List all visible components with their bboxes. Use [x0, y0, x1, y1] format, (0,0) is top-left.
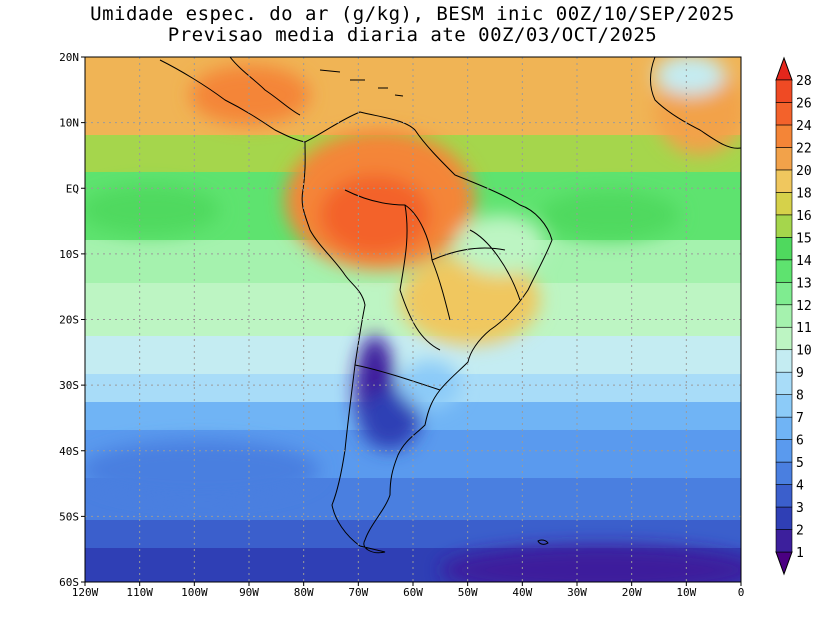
colorbar-label: 10 [796, 344, 812, 359]
colorbar-segment [775, 147, 793, 171]
lat-tick-label: 20S [59, 314, 79, 327]
colorbar-label: 18 [796, 186, 812, 201]
colorbar-segment [775, 529, 793, 553]
colorbar-segment [775, 281, 793, 306]
lon-tick-label: 90W [239, 586, 259, 599]
lon-tick-label: 40W [512, 586, 532, 599]
colorbar-segment [775, 416, 793, 440]
lat-tick-label: 60S [59, 576, 79, 589]
lon-tick-label: 50W [458, 586, 478, 599]
lat-tick-label: 10S [59, 248, 79, 261]
map-title-line1: Umidade espec. do ar (g/kg), BESM inic 0… [90, 3, 735, 25]
lon-tick-label: 0 [738, 586, 745, 599]
colorbar-segment [775, 439, 793, 463]
graticule [85, 57, 741, 582]
colorbar-label: 2 [796, 524, 804, 539]
lat-tick-label: 30S [59, 379, 79, 392]
colorbar-segment [775, 214, 793, 238]
lon-tick-label: 20W [622, 586, 642, 599]
lon-tick-label: 110W [126, 586, 153, 599]
colorbar-label: 28 [796, 74, 812, 89]
colorbar-segment [775, 371, 793, 395]
colorbar-label: 22 [796, 141, 812, 156]
colorbar-label: 16 [796, 209, 812, 224]
colorbar-segment [775, 237, 793, 261]
colorbar-label: 20 [796, 164, 812, 179]
colorbar-label: 13 [796, 276, 812, 291]
colorbar-label: 11 [796, 321, 812, 336]
lon-tick-label: 100W [181, 586, 208, 599]
colorbar-max-arrow [775, 56, 793, 81]
colorbar-segment [775, 349, 793, 373]
colorbar-label: 15 [796, 231, 812, 246]
colorbar-segment [775, 79, 793, 103]
colorbar-label: 14 [796, 254, 812, 269]
colorbar-segment [775, 461, 793, 485]
colorbar-segment [775, 484, 793, 508]
colorbar-segment [775, 304, 793, 328]
colorbar-label: 9 [796, 366, 804, 381]
lon-tick-label: 70W [348, 586, 368, 599]
colorbar-segment [775, 326, 793, 351]
colorbar-label: 4 [796, 479, 804, 494]
colorbar-label: 26 [796, 96, 812, 111]
lon-tick-label: 60W [403, 586, 423, 599]
lat-tick-label: EQ [66, 182, 79, 195]
colorbar-segment [775, 192, 793, 216]
colorbar-label: 1 [796, 546, 804, 561]
lat-tick-label: 50S [59, 510, 79, 523]
colorbar-segment [775, 506, 793, 530]
colorbar-segment [775, 259, 793, 283]
colorbar-label: 5 [796, 456, 804, 471]
humidity-field [85, 57, 741, 582]
colorbar-label: 8 [796, 389, 804, 404]
lat-tick-label: 10N [59, 117, 79, 130]
colorbar-label: 24 [796, 119, 812, 134]
colorbar-label: 12 [796, 299, 812, 314]
colorbar-segment [775, 394, 793, 418]
colorbar-segment [775, 169, 793, 193]
colorbar-segment [775, 102, 793, 126]
lon-tick-label: 30W [567, 586, 587, 599]
map-title-line2: Previsao media diaria ate 00Z/03/OCT/202… [167, 24, 658, 46]
colorbar-min-arrow [775, 551, 793, 576]
lat-tick-label: 40S [59, 445, 79, 458]
lat-tick-label: 20N [59, 51, 79, 64]
lon-tick-label: 120W [72, 586, 99, 599]
colorbar-label: 7 [796, 411, 804, 426]
lon-tick-label: 80W [294, 586, 314, 599]
colorbar-segment [775, 124, 793, 148]
lon-tick-label: 10W [676, 586, 696, 599]
colorbar-label: 6 [796, 434, 804, 449]
colorbar-label: 3 [796, 501, 804, 516]
